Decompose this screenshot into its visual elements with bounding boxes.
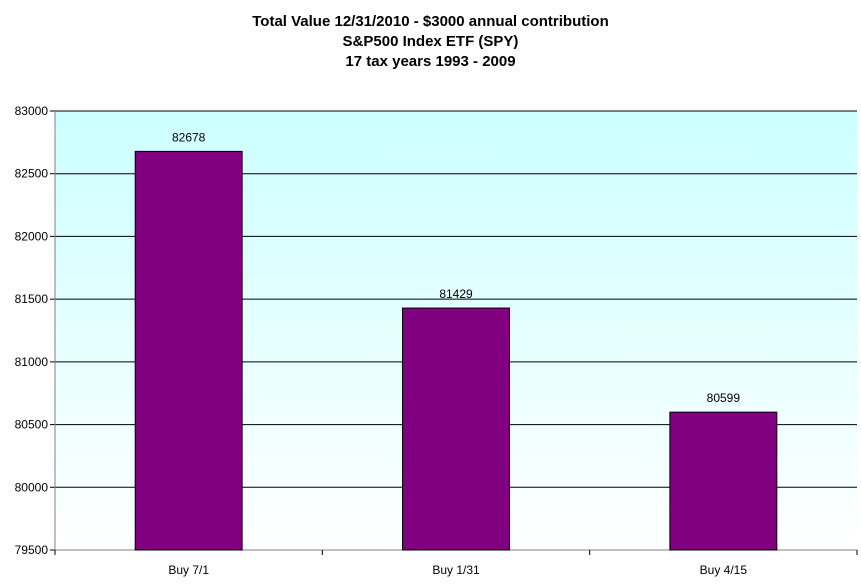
x-tick-label: Buy 7/1: [168, 563, 209, 577]
x-tick-label: Buy 4/15: [700, 563, 748, 577]
data-label: 81429: [439, 287, 473, 301]
y-tick-label: 82500: [15, 167, 49, 181]
data-label: 80599: [707, 391, 741, 405]
x-tick-label: Buy 1/31: [432, 563, 480, 577]
y-tick-label: 81000: [15, 355, 49, 369]
chart-title-line-1: Total Value 12/31/2010 - $3000 annual co…: [252, 13, 609, 30]
y-tick-label: 83000: [15, 104, 49, 118]
y-tick-label: 81500: [15, 292, 49, 306]
chart-title-line-3: 17 tax years 1993 - 2009: [345, 53, 516, 70]
chart-title-line-2: S&P500 Index ETF (SPY): [342, 33, 519, 50]
bar: [134, 150, 243, 551]
y-tick-label: 79500: [15, 543, 49, 557]
y-tick-label: 82000: [15, 229, 49, 243]
chart-title: Total Value 12/31/2010 - $3000 annual co…: [0, 12, 861, 72]
y-tick-label: 80500: [15, 418, 49, 432]
y-tick-label: 80000: [15, 480, 49, 494]
data-label: 82678: [172, 130, 206, 144]
bar: [669, 411, 778, 551]
bar: [402, 307, 510, 551]
